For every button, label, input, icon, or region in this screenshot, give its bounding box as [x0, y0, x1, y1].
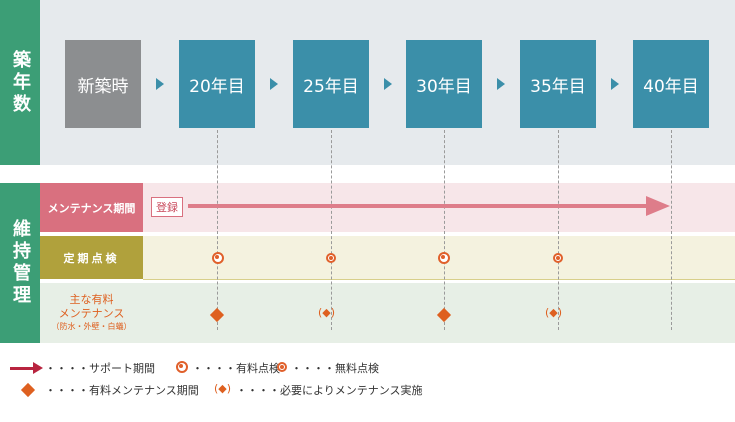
legend-support-arrowhead-icon — [33, 362, 43, 374]
legend-paid-inspection-text: ・・・・有料点検 — [192, 362, 280, 375]
legend-as-needed-icon: (◆) — [214, 382, 232, 395]
legend-support-text: ・・・・サポート期間 — [45, 362, 155, 375]
stage-20: 20年目 — [179, 40, 255, 128]
age-label-text: 築年数 — [10, 49, 31, 116]
inspection-label: 定期点検 — [40, 236, 143, 279]
legend-free-inspection-icon — [277, 362, 287, 372]
arrow-right-icon — [611, 78, 619, 90]
support-arrowhead-icon — [646, 196, 670, 216]
legend-paid-maintenance-icon — [20, 382, 36, 398]
free-inspection-marker — [553, 253, 563, 263]
legend-as-needed-text: ・・・・必要によりメンテナンス実施 — [236, 384, 423, 397]
stage-35: 35年目 — [520, 40, 596, 128]
age-side-label: 築年数 — [0, 0, 40, 165]
maintenance-period-label: メンテナンス期間 — [40, 183, 143, 232]
guide-line-40 — [671, 130, 672, 330]
registration-badge: 登録 — [151, 197, 183, 217]
free-inspection-marker — [326, 253, 336, 263]
arrow-right-icon — [156, 78, 164, 90]
as-needed-marker: (◆) — [545, 306, 563, 319]
stage-30: 30年目 — [406, 40, 482, 128]
support-period-arrow — [188, 204, 648, 208]
maintenance-label-text: 維持管理 — [10, 219, 31, 307]
legend-free-inspection-text: ・・・・無料点検 — [291, 362, 379, 375]
paid-inspection-marker — [438, 252, 450, 264]
maintenance-side-label: 維持管理 — [0, 183, 40, 343]
guide-line-20 — [217, 130, 218, 330]
paid-maintenance-label: 主な有料 メンテナンス （防水・外壁・白蟻） — [40, 283, 143, 343]
stage-new: 新築時 — [65, 40, 141, 128]
arrow-right-icon — [497, 78, 505, 90]
arrow-right-icon — [270, 78, 278, 90]
guide-line-35 — [558, 130, 559, 330]
legend-paid-maintenance-text: ・・・・有料メンテナンス期間 — [45, 384, 199, 397]
as-needed-marker: (◆) — [318, 306, 336, 319]
stage-25: 25年目 — [293, 40, 369, 128]
legend-paid-inspection-icon — [176, 361, 188, 373]
legend-support-arrow — [10, 367, 35, 370]
guide-line-30 — [444, 130, 445, 330]
arrow-right-icon — [384, 78, 392, 90]
guide-line-25 — [331, 130, 332, 330]
stage-40: 40年目 — [633, 40, 709, 128]
paid-inspection-marker — [212, 252, 224, 264]
